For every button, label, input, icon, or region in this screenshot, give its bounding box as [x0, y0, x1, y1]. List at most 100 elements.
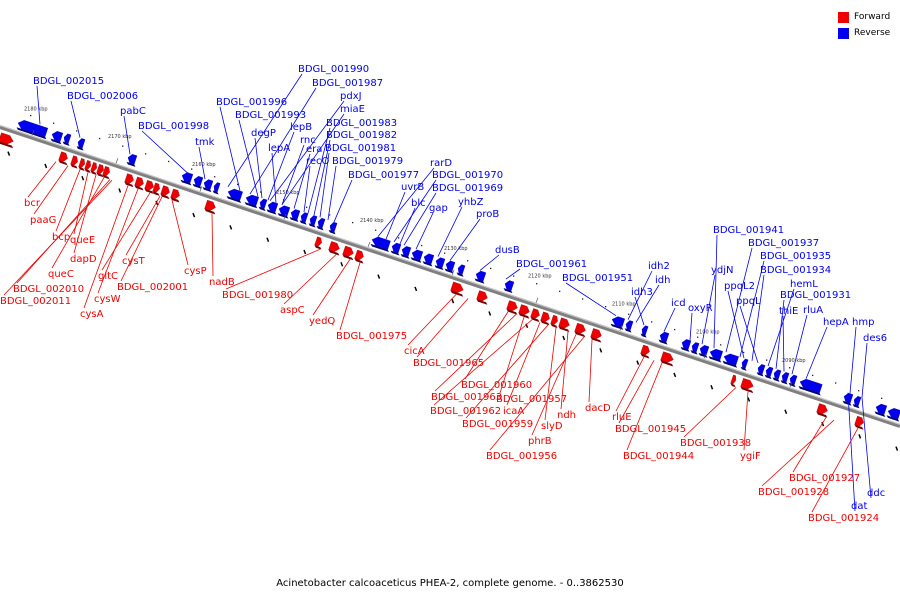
- leader-line: [465, 324, 549, 419]
- scale-tick-line: [31, 130, 35, 136]
- gene-shadow: [708, 356, 722, 363]
- gene-shadow: [730, 383, 736, 388]
- leader-line: [792, 417, 827, 473]
- gene-shadow: [354, 258, 364, 264]
- leader-line: [307, 127, 331, 214]
- minor-dot: [720, 344, 722, 346]
- reverse-gene-arrow: [127, 154, 138, 165]
- forward-gene-feature: [0, 132, 14, 149]
- gene-shadow: [756, 372, 764, 377]
- forward-gene-arrow: [506, 300, 518, 312]
- leader-line: [319, 152, 330, 218]
- scale-tick-line: [367, 241, 371, 248]
- gene-shadow: [134, 185, 144, 191]
- gene-shadow: [574, 331, 586, 338]
- gene-label-aspc: aspC: [280, 305, 305, 316]
- forward-gene-arrow: [816, 403, 828, 415]
- gene-label-icd: icd: [671, 298, 686, 309]
- gene-shadow: [680, 346, 690, 352]
- leader-line: [403, 192, 437, 246]
- reverse-gene-feature: [410, 249, 424, 263]
- forward-gene-arrow: [84, 160, 91, 170]
- reverse-gene-arrow: [504, 280, 515, 291]
- reverse-gene-arrow: [63, 133, 72, 144]
- gene-label-dusb: dusB: [495, 245, 520, 256]
- gene-shadow: [316, 225, 324, 231]
- reverse-gene-arrow: [887, 408, 900, 420]
- gene-label-bdgl_001965: BDGL_001965: [413, 358, 484, 369]
- leader-line: [55, 169, 81, 232]
- reverse-gene-arrow: [181, 172, 194, 184]
- minor-dot: [191, 168, 193, 170]
- gene-label-bdgl_001927: BDGL_001927: [789, 473, 860, 484]
- forward-gene-arrow: [354, 249, 364, 261]
- minor-feature-mark: [562, 335, 566, 341]
- leader-line: [254, 137, 263, 199]
- reverse-gene-arrow: [51, 131, 64, 142]
- leader-line: [73, 172, 89, 235]
- gene-shadow: [204, 208, 216, 215]
- minor-feature-mark: [747, 397, 751, 402]
- gene-label-bdgl_001937: BDGL_001937: [748, 238, 819, 249]
- reverse-gene-feature: [708, 348, 723, 363]
- forward-gene-feature: [144, 180, 154, 194]
- reverse-gene-feature: [690, 342, 700, 355]
- forward-gene-feature: [328, 241, 340, 256]
- gene-label-hepa: hepA: [823, 317, 849, 328]
- gene-shadow: [16, 127, 47, 140]
- gene-shadow: [740, 386, 754, 394]
- minor-dot: [306, 206, 308, 208]
- forward-gene-arrow: [550, 314, 558, 325]
- reverse-gene-arrow: [423, 253, 435, 265]
- minor-feature-mark: [7, 151, 11, 156]
- gene-shadow: [550, 323, 558, 329]
- gene-shadow: [816, 412, 828, 418]
- reverse-gene-feature: [258, 198, 268, 212]
- gene-label-bdgl_001970: BDGL_001970: [432, 170, 503, 181]
- gene-label-bdgl_001969: BDGL_001969: [432, 183, 503, 194]
- leader-line: [506, 322, 541, 406]
- forward-gene-arrow: [78, 158, 85, 168]
- gene-label-bdgl_002015: BDGL_002015: [33, 76, 104, 87]
- gene-label-bcr: bcr: [24, 198, 41, 209]
- reverse-gene-arrow: [611, 316, 625, 328]
- reverse-gene-arrow: [773, 369, 782, 380]
- forward-gene-feature: [660, 351, 674, 367]
- reverse-gene-arrow: [709, 348, 723, 361]
- leader-line: [399, 207, 416, 245]
- leader-line: [437, 206, 463, 257]
- scale-tick-line: [283, 213, 287, 220]
- gene-shadow: [764, 374, 772, 380]
- reverse-gene-feature: [698, 345, 710, 358]
- leader-line: [544, 327, 557, 421]
- scale-tick-label: 2090 kbp: [782, 358, 806, 364]
- gene-features: [0, 120, 900, 430]
- leader-line: [101, 192, 151, 271]
- reverse-gene-feature: [308, 215, 318, 228]
- gene-label-miae: miaE: [340, 104, 365, 115]
- scale-tick-line: [619, 325, 623, 331]
- scale-tick-label: 2170 kbp: [108, 134, 132, 140]
- gene-shadow: [102, 174, 110, 180]
- gene-shadow: [660, 360, 674, 367]
- gene-label-yhbz: yhbZ: [458, 197, 484, 208]
- minor-dot: [53, 122, 55, 124]
- minor-feature-mark: [229, 225, 233, 230]
- gene-label-bdgl_001975: BDGL_001975: [336, 331, 407, 342]
- reverse-gene-arrow: [757, 364, 766, 375]
- gene-shadow: [192, 183, 202, 189]
- forward-gene-feature: [574, 322, 586, 338]
- scale-tick-label: 2120 kbp: [528, 274, 552, 280]
- minor-feature-mark: [858, 434, 862, 439]
- gene-label-cysw: cysW: [94, 294, 121, 305]
- gene-shadow: [308, 223, 316, 228]
- gene-label-pdxj: pdxJ: [340, 91, 362, 102]
- forward-gene-arrow: [640, 344, 650, 356]
- gene-shadow: [740, 366, 747, 371]
- reverse-gene-feature: [180, 172, 194, 186]
- reverse-gene-feature: [76, 138, 86, 151]
- leader-line: [739, 305, 759, 363]
- reverse-gene-arrow: [245, 194, 259, 206]
- leader-line: [141, 130, 189, 174]
